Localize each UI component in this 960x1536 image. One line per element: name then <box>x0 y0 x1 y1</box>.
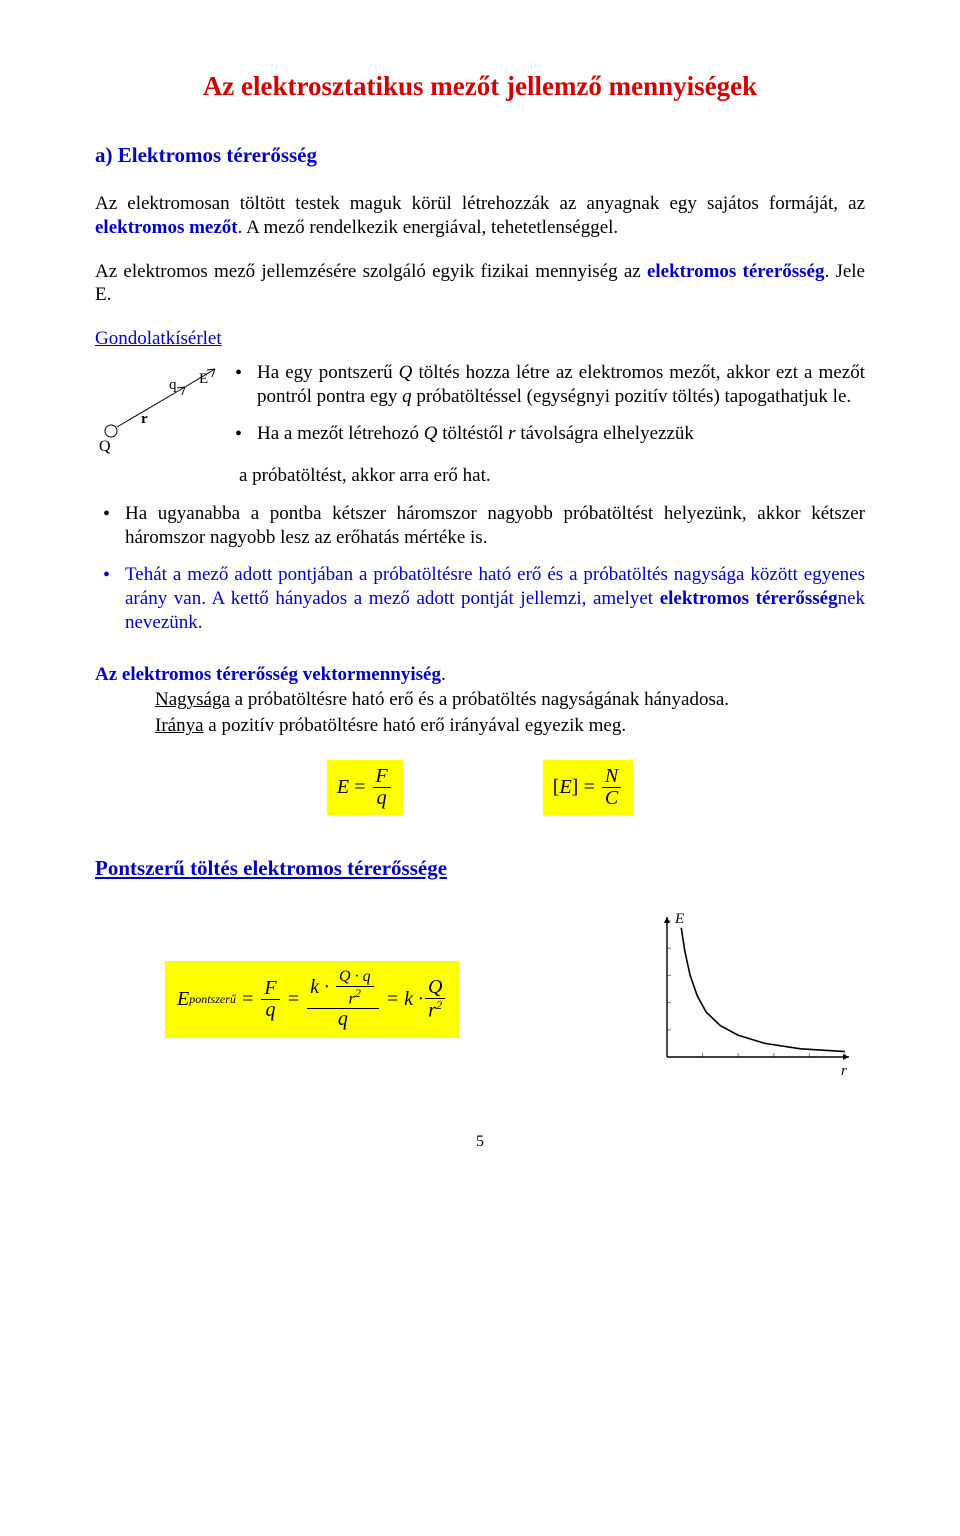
b1c: próbatöltéssel (egységnyi pozitív töltés… <box>412 386 852 407</box>
vector-line-1: Nagysága a próbatöltésre ható erő és a p… <box>155 688 865 712</box>
svg-text:r: r <box>841 1063 847 1079</box>
b2-r: r <box>508 423 515 444</box>
point-charge-row: Epontszerű = F q = k · Q · q r2 q = k · … <box>95 911 865 1088</box>
page-number: 5 <box>95 1132 865 1152</box>
ep-r2b: r2 <box>425 999 445 1022</box>
f1-lhs: E <box>337 775 349 800</box>
para1-text-c: . A mező rendelkezik energiával, tehetet… <box>238 217 619 238</box>
f1-den: q <box>374 788 390 809</box>
vector-title: Az elektromos térerősség vektormennyiség <box>95 664 441 685</box>
formula-point-charge: Epontszerű = F q = k · Q · q r2 q = k · … <box>165 961 459 1038</box>
ep-q2: q <box>335 1009 351 1030</box>
f2-num: N <box>602 766 621 787</box>
b4-emph: elektromos térerősség <box>660 588 838 609</box>
point-charge-heading: Pontszerű töltés elektromos térerőssége <box>95 855 865 881</box>
formula-unit-NC: [E] = N C <box>543 760 633 815</box>
vector-title-line: Az elektromos térerősség vektormennyiség… <box>95 663 865 687</box>
bullet-2-cont: a próbatöltést, akkor arra erő hat. <box>133 464 865 488</box>
f2-lhs-E: E <box>559 775 571 800</box>
b1a: Ha egy pontszerű <box>257 362 399 383</box>
chart-E-vs-r: rE <box>635 911 855 1088</box>
b1-Q: Q <box>399 362 413 383</box>
b2a: Ha a mezőt létrehozó <box>257 423 424 444</box>
ep-F: F <box>261 978 279 999</box>
para1-emph: elektromos mezőt <box>95 217 238 238</box>
bullet-4: Tehát a mező adott pontjában a próbatölt… <box>95 563 865 634</box>
b1-q: q <box>402 386 412 407</box>
bullet-list-bottom: Ha ugyanabba a pontba kétszer háromszor … <box>95 502 865 635</box>
diagram-label-E: E <box>199 371 208 387</box>
para2-text-a: Az elektromos mező jellemzésére szolgáló… <box>95 261 647 282</box>
vl1a: Nagysága <box>155 689 230 710</box>
vl2b: a pozitív próbatöltésre ható erő irányáv… <box>204 715 627 736</box>
bullet-2-top: Ha a mezőt létrehozó Q töltéstől r távol… <box>235 422 865 446</box>
b2b: töltéstől <box>437 423 508 444</box>
para2-emph: elektromos térerősség <box>647 261 825 282</box>
ep-sub: pontszerű <box>189 992 236 1007</box>
para1-text-a: Az elektromosan töltött testek maguk kör… <box>95 193 865 214</box>
page-title: Az elektrosztatikus mezőt jellemző menny… <box>95 70 865 104</box>
diagram-label-q: q <box>169 377 177 393</box>
diagram-charge-probe: Q r q E <box>95 365 225 462</box>
ep-Q2: Q <box>425 977 445 998</box>
formula-E-Fq: E = F q <box>327 760 403 815</box>
bullet-3: Ha ugyanabba a pontba kétszer háromszor … <box>95 502 865 550</box>
paragraph-1: Az elektromosan töltött testek maguk kör… <box>95 192 865 240</box>
bullet-1: Ha egy pontszerű Q töltés hozza létre az… <box>235 361 865 409</box>
vl2a: Iránya <box>155 715 204 736</box>
b2-Q: Q <box>424 423 438 444</box>
section-heading-a: a) Elektromos térerősség <box>95 142 865 168</box>
f2-den: C <box>602 788 621 809</box>
formula-row: E = F q [E] = N C <box>95 760 865 815</box>
vl1b: a próbatöltésre ható erő és a próbatölté… <box>230 689 729 710</box>
diagram-label-Q: Q <box>99 438 111 455</box>
diagram-label-r: r <box>141 411 148 427</box>
ep-q1: q <box>263 1000 279 1021</box>
paragraph-2: Az elektromos mező jellemzésére szolgáló… <box>95 260 865 308</box>
b2c-inline: távolságra elhelyezzük <box>516 423 694 444</box>
gondolat-heading: Gondolatkísérlet <box>95 327 865 351</box>
ep-E: E <box>177 987 189 1012</box>
f1-num: F <box>373 766 391 787</box>
ep-k2: k <box>404 987 413 1012</box>
ep-num2: k · Q · q r2 <box>307 969 378 1008</box>
vector-line-2: Iránya a pozitív próbatöltésre ható erő … <box>155 714 865 738</box>
svg-text:E: E <box>674 911 684 927</box>
